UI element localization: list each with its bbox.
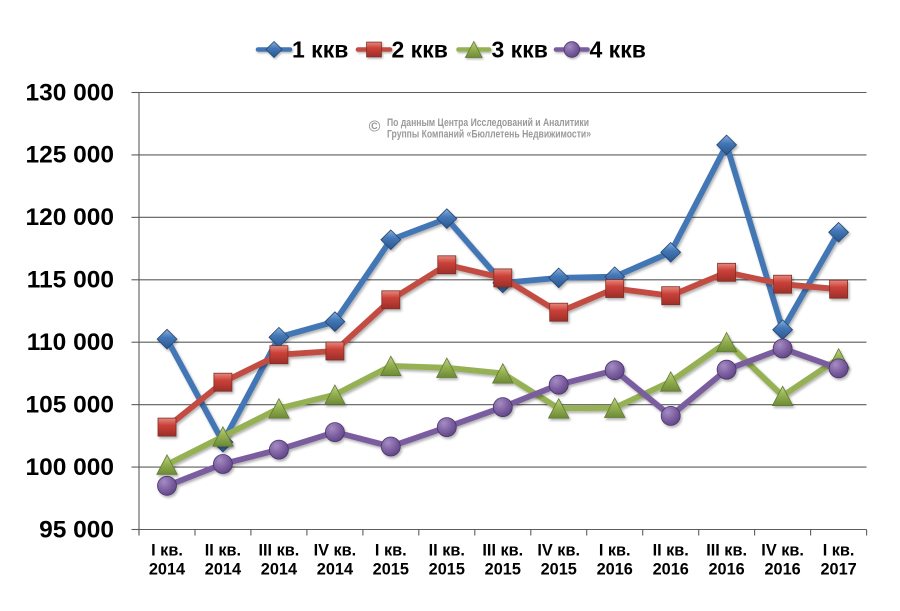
svg-text:2015: 2015 bbox=[541, 561, 577, 579]
svg-text:120 000: 120 000 bbox=[25, 204, 114, 231]
svg-text:3 ккв: 3 ккв bbox=[492, 37, 548, 63]
svg-text:IV кв.: IV кв. bbox=[314, 542, 357, 560]
svg-text:II кв.: II кв. bbox=[205, 542, 241, 560]
svg-text:100 000: 100 000 bbox=[25, 454, 114, 481]
svg-text:IV кв.: IV кв. bbox=[761, 542, 804, 560]
svg-text:105 000: 105 000 bbox=[25, 391, 114, 418]
svg-text:I кв.: I кв. bbox=[151, 542, 183, 560]
svg-text:2015: 2015 bbox=[429, 561, 465, 579]
svg-text:2015: 2015 bbox=[373, 561, 409, 579]
svg-text:2014: 2014 bbox=[261, 561, 297, 579]
svg-text:III кв.: III кв. bbox=[706, 542, 747, 560]
svg-text:2 ккв: 2 ккв bbox=[392, 37, 448, 63]
svg-text:2017: 2017 bbox=[820, 561, 856, 579]
svg-text:III кв.: III кв. bbox=[482, 542, 523, 560]
svg-text:95 000: 95 000 bbox=[39, 516, 114, 543]
svg-text:2014: 2014 bbox=[149, 561, 185, 579]
svg-text:2016: 2016 bbox=[597, 561, 633, 579]
svg-text:2015: 2015 bbox=[485, 561, 521, 579]
svg-text:4 ккв: 4 ккв bbox=[590, 37, 646, 63]
svg-text:110 000: 110 000 bbox=[27, 329, 114, 356]
svg-text:2014: 2014 bbox=[205, 561, 241, 579]
svg-text:III кв.: III кв. bbox=[259, 542, 300, 560]
svg-text:130 000: 130 000 bbox=[25, 79, 114, 106]
svg-text:Группы Компаний «Бюллетень Нед: Группы Компаний «Бюллетень Недвижимости» bbox=[387, 129, 591, 141]
svg-text:2016: 2016 bbox=[653, 561, 689, 579]
svg-text:По данным Центра Исследований: По данным Центра Исследований и Аналитик… bbox=[387, 117, 589, 129]
svg-text:1 ккв: 1 ккв bbox=[292, 37, 348, 63]
svg-text:2014: 2014 bbox=[317, 561, 353, 579]
svg-text:2016: 2016 bbox=[708, 561, 744, 579]
svg-text:I кв.: I кв. bbox=[375, 542, 407, 560]
svg-text:IV кв.: IV кв. bbox=[537, 542, 580, 560]
svg-text:©: © bbox=[369, 119, 381, 136]
svg-text:I кв.: I кв. bbox=[823, 542, 855, 560]
svg-text:II кв.: II кв. bbox=[429, 542, 465, 560]
svg-text:115 000: 115 000 bbox=[27, 267, 114, 294]
svg-text:II кв.: II кв. bbox=[653, 542, 689, 560]
svg-text:2016: 2016 bbox=[764, 561, 800, 579]
svg-text:125 000: 125 000 bbox=[25, 142, 114, 169]
svg-text:I кв.: I кв. bbox=[599, 542, 631, 560]
